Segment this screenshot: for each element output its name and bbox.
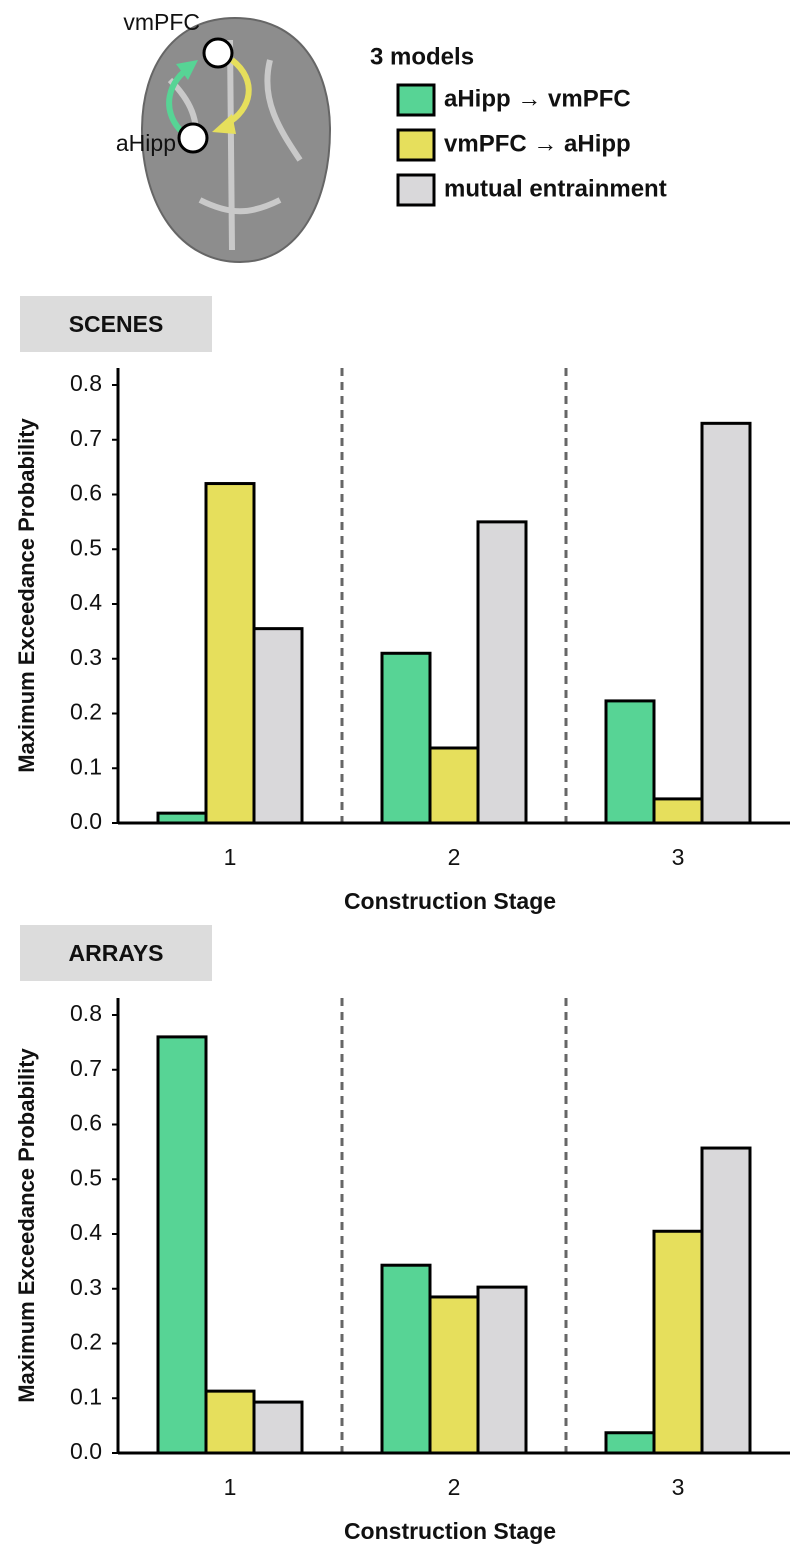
- chart-panel: ARRAYS 0.0 0.1 0.2 0.3 0.4 0.5 0.6 0.7 0.8 1 2 3 Cons…: [14, 925, 790, 1544]
- bar: [604, 699, 656, 825]
- bar: [428, 746, 480, 825]
- y-tick-label: 0.6: [70, 480, 102, 506]
- panel-title: SCENES: [69, 311, 164, 337]
- y-tick-label: 0.2: [70, 1329, 102, 1355]
- bar: [700, 1146, 752, 1455]
- y-tick-label: 0.6: [70, 1110, 102, 1136]
- y-tick-label: 0.4: [70, 589, 102, 615]
- bar: [380, 1263, 432, 1455]
- legend-title: 3 models: [370, 43, 474, 70]
- node-vmpfc: [202, 37, 234, 69]
- bar: [604, 1431, 656, 1455]
- y-tick-label: 0.5: [70, 1164, 102, 1190]
- x-tick-label: 1: [224, 1474, 237, 1500]
- legend-label: mutual entrainment: [444, 175, 667, 202]
- y-tick-label: 0.5: [70, 534, 102, 560]
- bar: [252, 1400, 304, 1455]
- bar: [204, 1389, 256, 1455]
- brain-illustration: vmPFC aHipp: [116, 9, 332, 264]
- arrow-head-yellow: [212, 114, 236, 134]
- x-axis-label: Construction Stage: [344, 1518, 556, 1544]
- legend-swatch: [396, 128, 436, 162]
- bar: [652, 797, 704, 825]
- arrow-yellow: [224, 57, 252, 127]
- y-tick-label: 0.3: [70, 644, 102, 670]
- brain-label: aHipp: [116, 130, 176, 156]
- legend-swatch: [396, 83, 436, 117]
- bar: [428, 1295, 480, 1455]
- bar: [476, 1285, 528, 1455]
- y-tick-label: 0.8: [70, 1000, 102, 1026]
- panel-title-box: [20, 925, 212, 981]
- y-axis-label: Maximum Exceedance Probability: [14, 1047, 39, 1402]
- bar: [380, 651, 432, 825]
- bar: [476, 520, 528, 825]
- y-tick-label: 0.7: [70, 1055, 102, 1081]
- y-tick-label: 0.4: [70, 1219, 102, 1245]
- x-tick-label: 2: [448, 1474, 461, 1500]
- panel-title-box: [20, 296, 212, 352]
- legend-swatch: [396, 173, 436, 207]
- x-tick-label: 3: [672, 844, 685, 870]
- arrow-head-green: [176, 60, 198, 80]
- bar: [252, 627, 304, 825]
- y-tick-label: 0.8: [70, 370, 102, 396]
- brain-label: vmPFC: [123, 9, 200, 35]
- y-tick-label: 0.3: [70, 1274, 102, 1300]
- x-tick-label: 2: [448, 844, 461, 870]
- x-axis-label: Construction Stage: [344, 888, 556, 914]
- panel-title: ARRAYS: [68, 940, 163, 966]
- x-tick-label: 1: [224, 844, 237, 870]
- bar: [156, 1035, 208, 1455]
- bar: [652, 1229, 704, 1455]
- y-tick-label: 0.7: [70, 425, 102, 451]
- brain-texture: [167, 39, 303, 251]
- y-tick-label: 0.1: [70, 1383, 102, 1409]
- y-tick-label: 0.2: [70, 699, 102, 725]
- x-tick-label: 3: [672, 1474, 685, 1500]
- node-ahipp: [177, 122, 209, 154]
- chart-panel: SCENES 0.0 0.1 0.2 0.3 0.4 0.5 0.6 0.7 0.8 1 2 3 Cons…: [14, 296, 790, 914]
- y-tick-label: 0.1: [70, 753, 102, 779]
- legend-label: vmPFC → aHipp: [444, 130, 631, 157]
- bar: [700, 421, 752, 825]
- y-axis-label: Maximum Exceedance Probability: [14, 417, 39, 772]
- y-tick-label: 0.0: [70, 1438, 102, 1464]
- brain-shape: [140, 16, 332, 264]
- legend-label: aHipp → vmPFC: [444, 85, 631, 112]
- y-tick-label: 0.0: [70, 808, 102, 834]
- bar: [204, 482, 256, 825]
